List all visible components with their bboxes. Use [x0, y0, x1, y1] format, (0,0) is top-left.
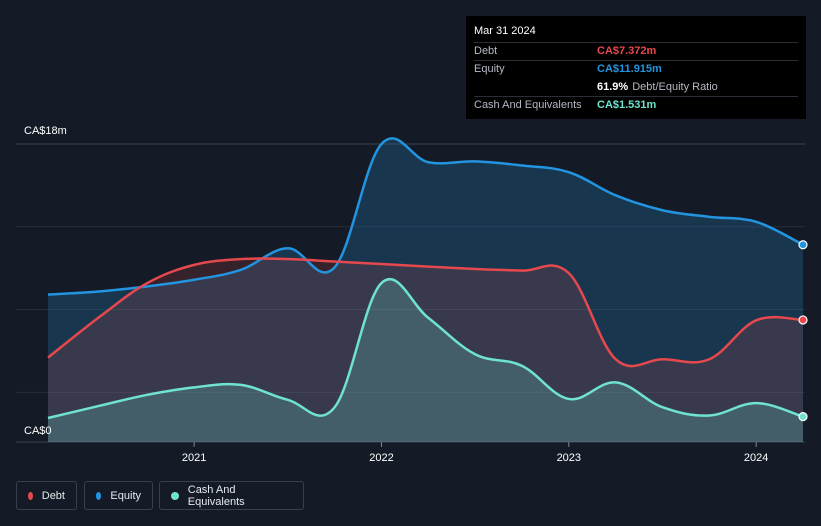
tooltip-cash-label: Cash And Equivalents: [474, 99, 582, 111]
legend-item-debt[interactable]: Debt: [16, 481, 77, 510]
legend-equity-dot-icon: [96, 491, 102, 500]
tooltip-ratio-label: Debt/Equity Ratio: [632, 81, 718, 93]
tooltip-date: Mar 31 2024: [474, 25, 536, 37]
tooltip-equity-value: CA$11.915m: [597, 63, 662, 75]
legend-equity-label: Equity: [110, 489, 141, 502]
debt-area: [48, 258, 803, 442]
debt-end-marker: [798, 315, 808, 325]
tooltip-debt-value: CA$7.372m: [597, 45, 657, 57]
legend-item-cash[interactable]: Cash And Equivalents: [159, 481, 304, 510]
equity-area: [48, 138, 803, 442]
series-areas: [48, 138, 803, 442]
cash-and-equivalents-end-marker: [798, 412, 808, 422]
legend-debt-label: Debt: [41, 489, 65, 502]
debt-line: [47, 257, 804, 368]
x-tick-label: 2024: [744, 452, 768, 464]
x-axis-ticks: 2021 2022 2023 2024: [182, 442, 768, 464]
legend-debt-dot-icon: [28, 491, 33, 500]
cash-and-equivalents-area: [48, 279, 803, 442]
tooltip-cash-value: CA$1.531m: [597, 99, 657, 111]
tooltip-debt-label: Debt: [474, 45, 498, 57]
x-tick-label: 2023: [557, 452, 581, 464]
tooltip-ratio-value: 61.9%: [597, 81, 629, 93]
gridlines: [16, 143, 805, 443]
x-tick-label: 2022: [369, 452, 393, 464]
equity-end-marker: [798, 240, 808, 250]
tooltip-panel: Mar 31 2024 Debt CA$7.372m Equity CA$11.…: [466, 16, 806, 119]
legend-cash-label: Cash And Equivalents: [187, 483, 245, 508]
y-tick-label-zero: CA$0: [24, 425, 52, 437]
x-tick-label: 2021: [182, 452, 206, 464]
series-lines: [47, 137, 804, 420]
y-tick-label-max: CA$18m: [24, 125, 67, 137]
cash-and-equivalents-line: [47, 278, 804, 420]
tooltip-equity-label: Equity: [474, 63, 505, 75]
legend-item-equity[interactable]: Equity: [84, 481, 153, 510]
legend-cash-dot-icon: [171, 491, 179, 500]
end-markers: [798, 240, 808, 422]
equity-line: [47, 137, 804, 296]
